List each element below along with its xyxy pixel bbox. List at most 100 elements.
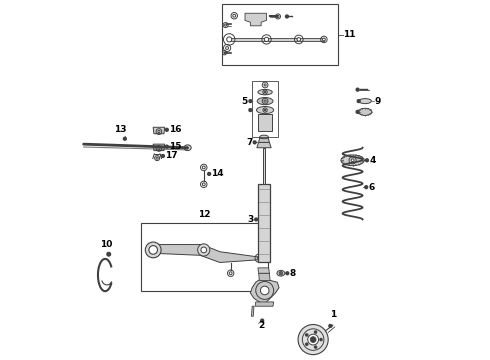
Circle shape xyxy=(261,319,264,322)
Circle shape xyxy=(149,246,157,254)
Ellipse shape xyxy=(359,99,371,104)
Text: 10: 10 xyxy=(100,240,112,249)
Circle shape xyxy=(249,109,252,112)
Circle shape xyxy=(264,100,266,102)
Circle shape xyxy=(158,131,160,133)
Text: 16: 16 xyxy=(169,125,181,134)
Circle shape xyxy=(249,100,252,103)
Circle shape xyxy=(306,343,308,345)
Circle shape xyxy=(166,129,168,131)
Circle shape xyxy=(224,24,227,26)
Polygon shape xyxy=(259,138,270,142)
Text: 6: 6 xyxy=(368,183,375,192)
Circle shape xyxy=(253,141,256,144)
Circle shape xyxy=(247,16,250,18)
Circle shape xyxy=(297,38,300,41)
Text: 9: 9 xyxy=(374,96,380,105)
Circle shape xyxy=(329,324,332,327)
Circle shape xyxy=(356,88,359,91)
Circle shape xyxy=(233,14,236,17)
Circle shape xyxy=(201,247,207,253)
Text: 13: 13 xyxy=(114,125,126,134)
Circle shape xyxy=(310,337,316,342)
Polygon shape xyxy=(263,148,266,184)
Text: 11: 11 xyxy=(343,30,355,39)
Circle shape xyxy=(306,334,308,336)
Circle shape xyxy=(365,186,368,189)
Text: 5: 5 xyxy=(242,96,248,105)
Ellipse shape xyxy=(341,155,364,166)
Ellipse shape xyxy=(257,98,273,105)
Bar xyxy=(252,81,278,137)
Polygon shape xyxy=(250,277,279,304)
Text: 17: 17 xyxy=(165,152,178,161)
Circle shape xyxy=(197,244,210,256)
Text: 8: 8 xyxy=(290,269,296,278)
Text: 3: 3 xyxy=(247,215,253,224)
Circle shape xyxy=(286,15,289,18)
Circle shape xyxy=(202,166,205,169)
Circle shape xyxy=(322,38,325,41)
Polygon shape xyxy=(251,306,254,316)
Circle shape xyxy=(315,331,317,333)
Ellipse shape xyxy=(258,89,272,95)
Circle shape xyxy=(298,324,328,355)
Polygon shape xyxy=(258,114,272,131)
Polygon shape xyxy=(255,302,274,306)
Text: 4: 4 xyxy=(369,156,375,165)
Ellipse shape xyxy=(277,270,285,276)
Circle shape xyxy=(258,256,261,260)
Circle shape xyxy=(229,272,232,275)
Circle shape xyxy=(224,52,225,53)
Polygon shape xyxy=(152,244,261,262)
Circle shape xyxy=(315,346,317,348)
Circle shape xyxy=(366,159,368,162)
Circle shape xyxy=(265,37,269,41)
Circle shape xyxy=(277,15,279,18)
Circle shape xyxy=(158,147,160,149)
Circle shape xyxy=(264,84,266,86)
Circle shape xyxy=(265,109,266,111)
Circle shape xyxy=(351,159,354,162)
Circle shape xyxy=(166,145,168,148)
Ellipse shape xyxy=(358,108,372,116)
Polygon shape xyxy=(231,38,324,41)
Circle shape xyxy=(356,111,359,113)
Circle shape xyxy=(262,16,264,18)
Text: 7: 7 xyxy=(246,138,252,147)
Text: 2: 2 xyxy=(259,321,265,330)
Polygon shape xyxy=(153,127,165,134)
Circle shape xyxy=(308,334,319,345)
Polygon shape xyxy=(257,142,271,148)
Polygon shape xyxy=(258,184,270,262)
Text: 12: 12 xyxy=(198,210,211,219)
Circle shape xyxy=(227,37,232,42)
Text: 14: 14 xyxy=(211,170,224,179)
Circle shape xyxy=(320,338,322,341)
Circle shape xyxy=(260,286,269,295)
Circle shape xyxy=(123,137,126,140)
Polygon shape xyxy=(245,13,267,26)
Polygon shape xyxy=(258,268,270,273)
Polygon shape xyxy=(153,144,165,150)
Circle shape xyxy=(279,271,283,275)
Circle shape xyxy=(156,157,158,159)
Text: 1: 1 xyxy=(330,310,337,319)
Text: 15: 15 xyxy=(169,142,181,151)
Circle shape xyxy=(286,272,289,275)
Polygon shape xyxy=(259,273,270,280)
Ellipse shape xyxy=(256,107,274,114)
Circle shape xyxy=(107,252,111,256)
Bar xyxy=(141,223,269,291)
Circle shape xyxy=(265,91,266,93)
Ellipse shape xyxy=(260,135,269,139)
Circle shape xyxy=(225,46,228,49)
Circle shape xyxy=(208,172,211,175)
Ellipse shape xyxy=(184,145,191,150)
Circle shape xyxy=(161,154,164,157)
Bar xyxy=(221,4,338,65)
Circle shape xyxy=(202,183,205,186)
Circle shape xyxy=(146,242,161,258)
Circle shape xyxy=(255,218,258,221)
Circle shape xyxy=(357,100,360,103)
